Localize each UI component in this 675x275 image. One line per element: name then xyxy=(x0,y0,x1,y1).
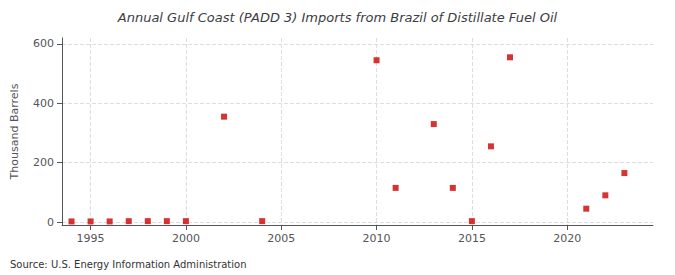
svg-text:600: 600 xyxy=(33,37,54,50)
svg-text:Source: U.S. Energy Informatio: Source: U.S. Energy Information Administ… xyxy=(10,259,247,270)
svg-text:Annual Gulf Coast (PADD 3) Imp: Annual Gulf Coast (PADD 3) Imports from … xyxy=(117,10,558,25)
svg-text:1995: 1995 xyxy=(77,232,105,245)
svg-text:2000: 2000 xyxy=(172,232,200,245)
svg-text:200: 200 xyxy=(33,156,54,169)
svg-text:2010: 2010 xyxy=(363,232,391,245)
svg-text:400: 400 xyxy=(33,97,54,110)
svg-text:2005: 2005 xyxy=(267,232,295,245)
svg-text:Thousand Barrels: Thousand Barrels xyxy=(8,83,21,180)
svg-text:0: 0 xyxy=(47,216,54,229)
svg-text:2015: 2015 xyxy=(458,232,486,245)
svg-text:2020: 2020 xyxy=(553,232,581,245)
